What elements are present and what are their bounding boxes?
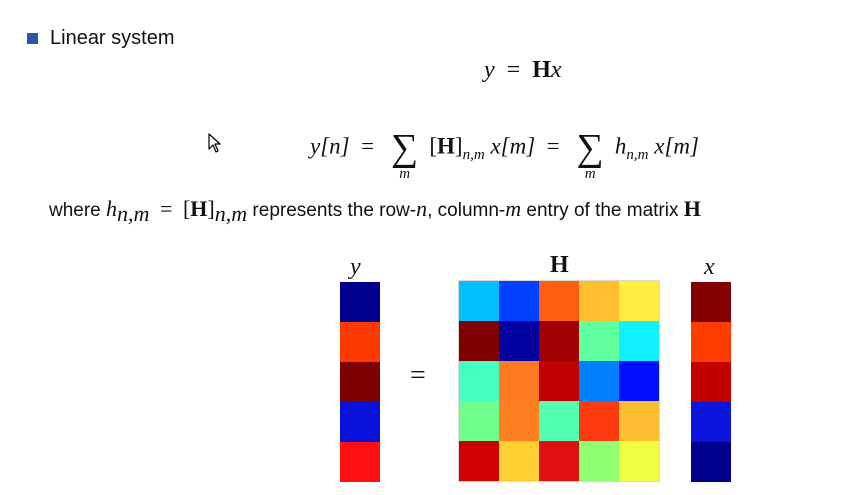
y-label: y [350, 254, 361, 280]
where-n: n [416, 196, 428, 221]
H-matrix-cell [579, 281, 619, 321]
H-label: H [550, 252, 569, 278]
H-matrix-cell [459, 441, 499, 481]
H-matrix-cell [459, 361, 499, 401]
where-h-sub: n,m [117, 200, 150, 226]
H-matrix-cell [499, 321, 539, 361]
H-matrix-cell [579, 321, 619, 361]
where-H2: H [683, 196, 701, 221]
eq2-h-sub: n,m [626, 146, 649, 163]
H-matrix-cell [459, 281, 499, 321]
eq2-tail: x[m] [654, 133, 699, 159]
eq2-sub: n,m [462, 146, 485, 163]
H-matrix-cell [499, 281, 539, 321]
definition-line: where hn,m = [H]n,m represents the row-n… [49, 196, 701, 226]
x-vector-cell [691, 282, 731, 322]
bracket-open: [ [429, 133, 438, 159]
where-h: h [106, 196, 118, 221]
y-vector-cell [340, 282, 380, 322]
sum-1: ∑ m [386, 127, 424, 182]
equation-y-equals-Hx: y = Hx [484, 57, 562, 84]
H-matrix [458, 280, 660, 482]
eq1-H: H [532, 57, 551, 83]
H-matrix-cell [579, 401, 619, 441]
where-text-3: entry of the matrix [526, 200, 679, 221]
H-matrix-cell [499, 361, 539, 401]
eq2-equals-2: = [546, 133, 560, 159]
mouse-cursor-icon [208, 133, 221, 153]
y-vector-cell [340, 322, 380, 362]
x-vector-cell [691, 402, 731, 442]
x-label: x [704, 254, 715, 280]
H-matrix-cell [619, 361, 659, 401]
sum-sub: m [584, 166, 596, 182]
where-equals: = [159, 196, 173, 221]
x-vector-cell [691, 442, 731, 482]
sum-2: ∑ m [571, 127, 609, 182]
eq2-h: h [614, 133, 627, 159]
where-text-1: represents the row- [252, 200, 417, 221]
H-matrix-cell [459, 321, 499, 361]
y-vector-cell [340, 442, 380, 482]
H-matrix-cell [619, 321, 659, 361]
sum-sign: ∑ [576, 127, 604, 169]
H-matrix-cell [539, 281, 579, 321]
bracket-close: ] [454, 133, 463, 159]
x-vector-cell [691, 322, 731, 362]
H-matrix-cell [539, 361, 579, 401]
where-m: m [505, 196, 522, 221]
equation-sum: y[n] = ∑ m [H]n,m x[m] = ∑ m hn,m x[m] [310, 127, 699, 182]
eq2-H: H [437, 133, 455, 159]
H-matrix-cell [579, 441, 619, 481]
eq2-xm: x[m] [490, 133, 536, 159]
heading: Linear system [50, 27, 175, 49]
where-text-2: , column- [427, 200, 506, 221]
H-matrix-cell [539, 441, 579, 481]
H-matrix-cell [619, 401, 659, 441]
eq2-equals-1: = [361, 133, 375, 159]
x-vector [691, 282, 731, 484]
H-matrix-cell [459, 401, 499, 441]
x-vector-cell [691, 362, 731, 402]
y-vector-cell [340, 402, 380, 442]
H-matrix-cell [539, 401, 579, 441]
H-matrix-cell [579, 361, 619, 401]
H-matrix-cell [539, 321, 579, 361]
where-H-sub: n,m [214, 200, 248, 226]
y-vector [340, 282, 380, 484]
where-word: where [49, 200, 101, 221]
eq1-equals: = [506, 57, 521, 83]
H-matrix-cell [499, 401, 539, 441]
where-H: H [190, 196, 208, 221]
sum-sub: m [399, 166, 411, 182]
bullet-square [27, 33, 38, 44]
sum-sign: ∑ [391, 127, 419, 169]
H-matrix-cell [499, 441, 539, 481]
H-matrix-cell [619, 281, 659, 321]
eq2-lhs: y[n] [310, 133, 350, 159]
eq1-y: y [484, 57, 495, 83]
y-vector-cell [340, 362, 380, 402]
H-matrix-cell [619, 441, 659, 481]
eq1-x: x [550, 57, 562, 83]
equals-sign: = [410, 360, 426, 391]
